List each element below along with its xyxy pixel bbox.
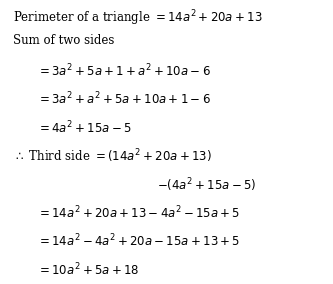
- Text: $= 14a^2 + 20a + 13 - 4a^2 - 15a + 5$: $= 14a^2 + 20a + 13 - 4a^2 - 15a + 5$: [37, 204, 240, 221]
- Text: $= 3a^2 + 5a + 1 + a^2 + 10a - 6$: $= 3a^2 + 5a + 1 + a^2 + 10a - 6$: [37, 62, 210, 79]
- Text: $\therefore$ Third side $= (14a^2 + 20a + 13)$: $\therefore$ Third side $= (14a^2 + 20a …: [13, 148, 212, 165]
- Text: $= 4a^2 + 15a - 5$: $= 4a^2 + 15a - 5$: [37, 119, 131, 136]
- Text: $= 10a^2 + 5a + 18$: $= 10a^2 + 5a + 18$: [37, 261, 139, 278]
- Text: $= 3a^2 + a^2 + 5a + 10a + 1 - 6$: $= 3a^2 + a^2 + 5a + 10a + 1 - 6$: [37, 91, 210, 107]
- Text: Sum of two sides: Sum of two sides: [13, 34, 115, 47]
- Text: $= 14a^2 - 4a^2 + 20a - 15a + 13 + 5$: $= 14a^2 - 4a^2 + 20a - 15a + 13 + 5$: [37, 233, 240, 249]
- Text: Perimeter of a triangle $= 14a^2 + 20a + 13$: Perimeter of a triangle $= 14a^2 + 20a +…: [13, 9, 263, 28]
- Text: $-(4a^2 + 15a - 5)$: $-(4a^2 + 15a - 5)$: [157, 176, 256, 194]
